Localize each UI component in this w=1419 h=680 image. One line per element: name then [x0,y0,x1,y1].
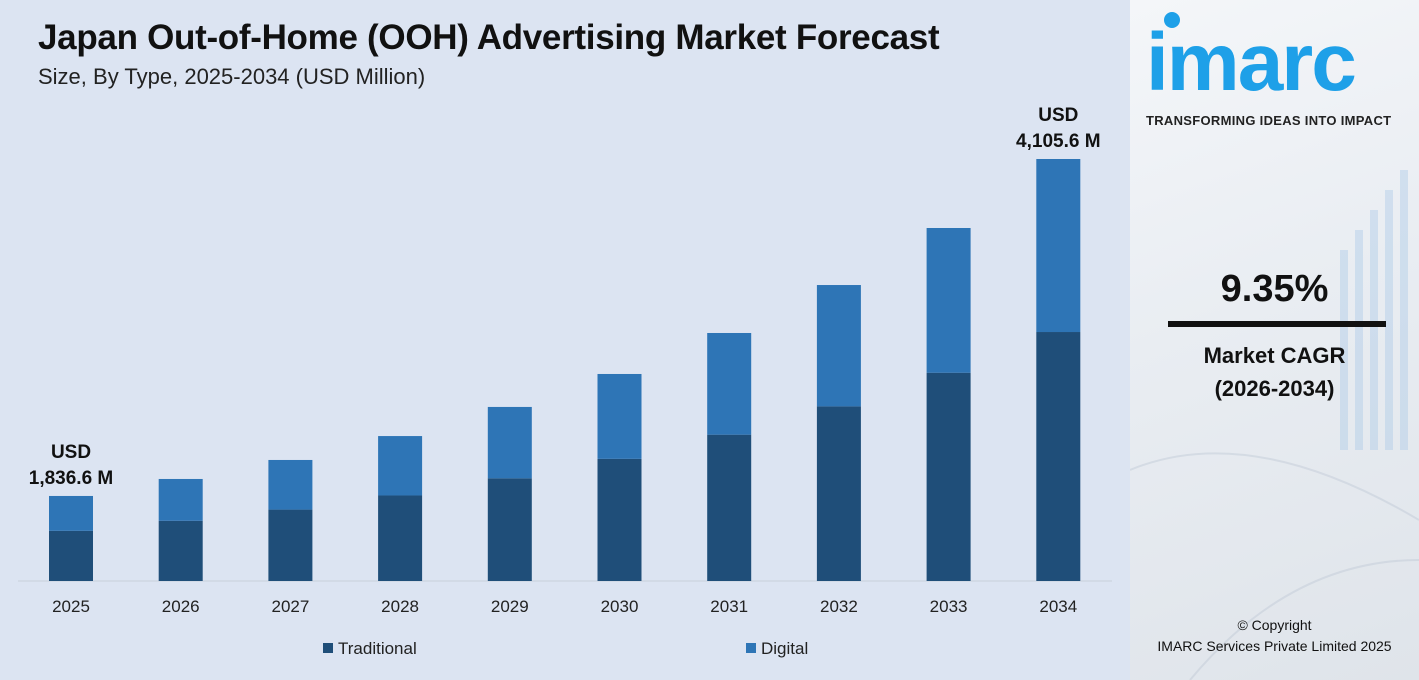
x-tick-label: 2026 [162,597,200,616]
bar-traditional-2033 [926,372,971,581]
x-tick-label: 2029 [491,597,529,616]
bar-digital-2029 [487,406,532,479]
imarc-logo: imarc [1146,12,1357,102]
bar-traditional-2029 [487,478,532,581]
bar-traditional-2025 [49,530,93,581]
cagr-value: 9.35% [1220,268,1329,310]
data-label-unit: USD [51,442,91,463]
x-tick-label: 2028 [381,597,419,616]
bar-digital-2025 [49,495,93,531]
bar-chart: 2025 2026 2027 2028 2029 2030 2031 2032 2033 2034… [18,105,1112,658]
legend-swatch-traditional [323,643,333,653]
data-label-value: 4,105.6 M [1016,131,1101,152]
company-name: IMARC Services Private Limited 2025 [1157,638,1392,654]
legend: Traditional Digital [323,639,808,658]
svg-text:imarc: imarc [1146,17,1355,102]
x-tick-label: 2031 [710,597,748,616]
legend-label-traditional: Traditional [338,639,417,658]
x-tick-label: 2027 [271,597,309,616]
bar-traditional-2027 [268,509,313,581]
bar-digital-2034 [1036,159,1081,333]
bar-traditional-2034 [1036,332,1081,581]
chart-subtitle: Size, By Type, 2025-2034 (USD Million) [38,64,426,89]
bar-traditional-2026 [158,520,203,581]
legend-swatch-digital [746,643,756,653]
bar-traditional-2031 [707,434,752,581]
background-chart-decoration [1130,170,1419,680]
bar-digital-2027 [268,459,313,510]
x-tick-label: 2033 [930,597,968,616]
legend-label-digital: Digital [761,639,808,658]
copyright-label: © Copyright [1237,617,1312,633]
bar-digital-2031 [707,332,752,435]
data-label-value: 1,836.6 M [29,468,114,489]
chart-title: Japan Out-of-Home (OOH) Advertising Mark… [38,18,940,57]
logo-tagline: TRANSFORMING IDEAS INTO IMPACT [1146,113,1392,128]
bar-digital-2032 [816,285,861,407]
bar-digital-2030 [597,373,642,459]
bar-digital-2033 [926,227,971,373]
bar-traditional-2032 [816,406,861,581]
x-tick-label: 2025 [52,597,90,616]
chart-panel: Japan Out-of-Home (OOH) Advertising Mark… [18,18,1112,658]
cagr-label: Market CAGR [1203,343,1346,368]
x-tick-label: 2032 [820,597,858,616]
bar-traditional-2028 [378,495,423,581]
data-label-unit: USD [1038,105,1078,126]
x-tick-label: 2034 [1039,597,1077,616]
sidebar: imarc TRANSFORMING IDEAS INTO IMPACT 9.3… [1130,0,1419,680]
x-tick-label: 2030 [601,597,639,616]
cagr-period: (2026-2034) [1214,376,1335,401]
bar-digital-2028 [378,436,423,496]
bar-digital-2026 [158,478,203,521]
cagr-divider [1168,321,1386,327]
bar-traditional-2030 [597,458,642,581]
